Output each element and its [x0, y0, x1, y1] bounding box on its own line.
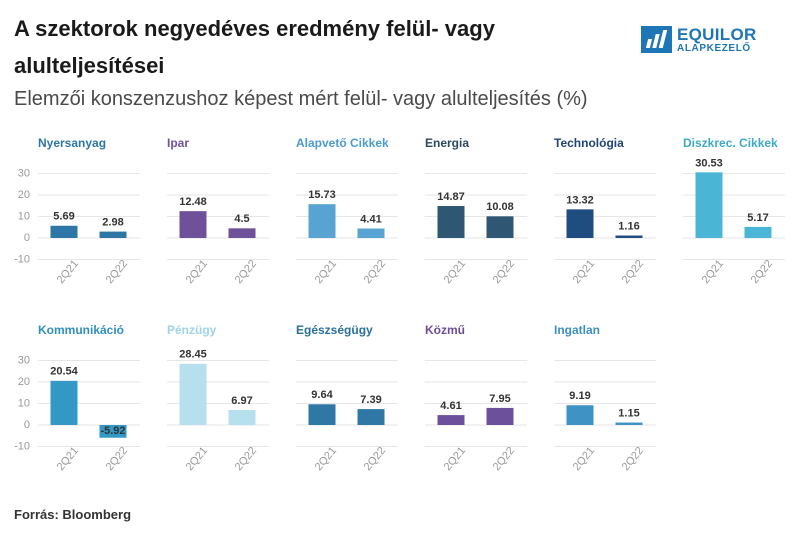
bar-k-zm-2q21 — [437, 415, 465, 425]
bar-diszkrec-cikkek-2q22 — [744, 226, 772, 238]
y-tick-label: 30 — [18, 167, 30, 179]
data-label: 5.69 — [53, 211, 74, 223]
x-tick-label: 2Q22 — [233, 445, 259, 473]
chart-subtitle: Elemzői konszenzushoz képest mért felül-… — [14, 88, 588, 110]
x-tick-label: 2Q22 — [233, 258, 259, 286]
x-tick-label: 2Q22 — [491, 445, 517, 473]
panel-title-eg-szs-g-gy: Egészségügy — [296, 323, 373, 337]
bar-ingatlan-2q21 — [566, 405, 594, 425]
panel-title-alapvet-cikkek: Alapvető Cikkek — [296, 136, 389, 150]
y-tick-label: -10 — [14, 253, 30, 265]
logo-subtitle: ALAPKEZELŐ — [677, 43, 751, 54]
panel-title-kommunik-ci: Kommunikáció — [38, 323, 124, 337]
y-tick-label: 10 — [18, 210, 30, 222]
equilor-logo: EQUILOR ALAPKEZELŐ — [641, 26, 781, 56]
x-tick-label: 2Q22 — [362, 445, 388, 473]
bar-alapvet-cikkek-2q21 — [308, 204, 336, 238]
bar-energia-2q21 — [437, 206, 465, 238]
data-label: -5.92 — [100, 425, 125, 437]
bar-ipar-2q21 — [179, 211, 207, 238]
y-tick-label: 30 — [18, 354, 30, 366]
data-label: 7.39 — [360, 394, 381, 406]
y-tick-label: -10 — [14, 440, 30, 452]
data-label: 1.15 — [618, 407, 639, 419]
x-tick-label: 2Q22 — [362, 258, 388, 286]
panel-title-p-nz-gy: Pénzügy — [167, 323, 217, 337]
y-tick-label: 0 — [24, 232, 30, 244]
source-note: Forrás: Bloomberg — [14, 507, 132, 522]
x-tick-label: 2Q22 — [620, 445, 646, 473]
logo-mark-icon — [641, 26, 672, 53]
bar-nyersanyag-2q21 — [50, 225, 78, 238]
logo-name: EQUILOR — [677, 25, 757, 44]
panel-title-energia: Energia — [425, 136, 469, 150]
data-label: 4.61 — [440, 400, 461, 412]
panel-title-diszkrec-cikkek: Diszkrec. Cikkek — [683, 136, 778, 150]
y-tick-label: 20 — [18, 189, 30, 201]
bar-alapvet-cikkek-2q22 — [357, 228, 385, 238]
data-label: 4.41 — [360, 213, 381, 225]
data-label: 5.17 — [747, 212, 768, 224]
x-tick-label: 2Q22 — [491, 258, 517, 286]
panel-title-ingatlan: Ingatlan — [554, 323, 600, 337]
x-tick-label: 2Q21 — [571, 445, 597, 473]
bar-nyersanyag-2q22 — [99, 231, 127, 238]
bar-kommunik-ci-2q21 — [50, 380, 78, 425]
data-label: 9.64 — [311, 389, 333, 401]
y-tick-label: 10 — [18, 397, 30, 409]
data-label: 4.5 — [234, 213, 249, 225]
bar-eg-szs-g-gy-2q21 — [308, 404, 336, 425]
x-tick-label: 2Q21 — [184, 258, 210, 286]
bar-k-zm-2q22 — [486, 407, 514, 425]
bar-technol-gia-2q22 — [615, 235, 643, 238]
x-tick-label: 2Q21 — [55, 445, 81, 473]
x-tick-label: 2Q21 — [55, 258, 81, 286]
data-label: 9.19 — [569, 390, 590, 402]
x-tick-label: 2Q21 — [313, 258, 339, 286]
bar-diszkrec-cikkek-2q21 — [695, 172, 723, 238]
data-label: 12.48 — [179, 196, 207, 208]
data-label: 15.73 — [308, 189, 336, 201]
bar-eg-szs-g-gy-2q22 — [357, 409, 385, 425]
x-tick-label: 2Q21 — [184, 445, 210, 473]
data-label: 30.53 — [695, 157, 723, 169]
bar-ipar-2q22 — [228, 228, 256, 238]
x-tick-label: 2Q22 — [620, 258, 646, 286]
x-tick-label: 2Q22 — [104, 258, 130, 286]
data-label: 6.97 — [231, 395, 252, 407]
bar-technol-gia-2q21 — [566, 209, 594, 238]
x-tick-label: 2Q21 — [700, 258, 726, 286]
chart-title: A szektorok negyedéves eredmény felül- v… — [14, 16, 495, 78]
x-tick-label: 2Q21 — [571, 258, 597, 286]
data-label: 10.08 — [486, 201, 514, 213]
bar-p-nz-gy-2q22 — [228, 410, 256, 425]
data-label: 2.98 — [102, 216, 123, 228]
data-label: 14.87 — [437, 191, 465, 203]
data-label: 1.16 — [618, 220, 639, 232]
panel-title-nyersanyag: Nyersanyag — [38, 136, 106, 150]
data-label: 7.95 — [489, 393, 510, 405]
y-tick-label: 0 — [24, 419, 30, 431]
x-tick-label: 2Q22 — [104, 445, 130, 473]
data-label: 20.54 — [50, 366, 78, 378]
panel-title-technol-gia: Technológia — [554, 136, 624, 150]
panel-title-k-zm: Közmű — [425, 323, 465, 337]
bar-ingatlan-2q22 — [615, 422, 643, 425]
data-label: 28.45 — [179, 349, 207, 361]
x-tick-label: 2Q22 — [749, 258, 775, 286]
y-tick-label: 20 — [18, 376, 30, 388]
data-label: 13.32 — [566, 194, 594, 206]
bar-kommunik-ci-2q22 — [99, 425, 127, 438]
bar-energia-2q22 — [486, 216, 514, 238]
panel-title-ipar: Ipar — [167, 136, 189, 150]
x-tick-label: 2Q21 — [313, 445, 339, 473]
bar-p-nz-gy-2q21 — [179, 363, 207, 425]
x-tick-label: 2Q21 — [442, 445, 468, 473]
x-tick-label: 2Q21 — [442, 258, 468, 286]
